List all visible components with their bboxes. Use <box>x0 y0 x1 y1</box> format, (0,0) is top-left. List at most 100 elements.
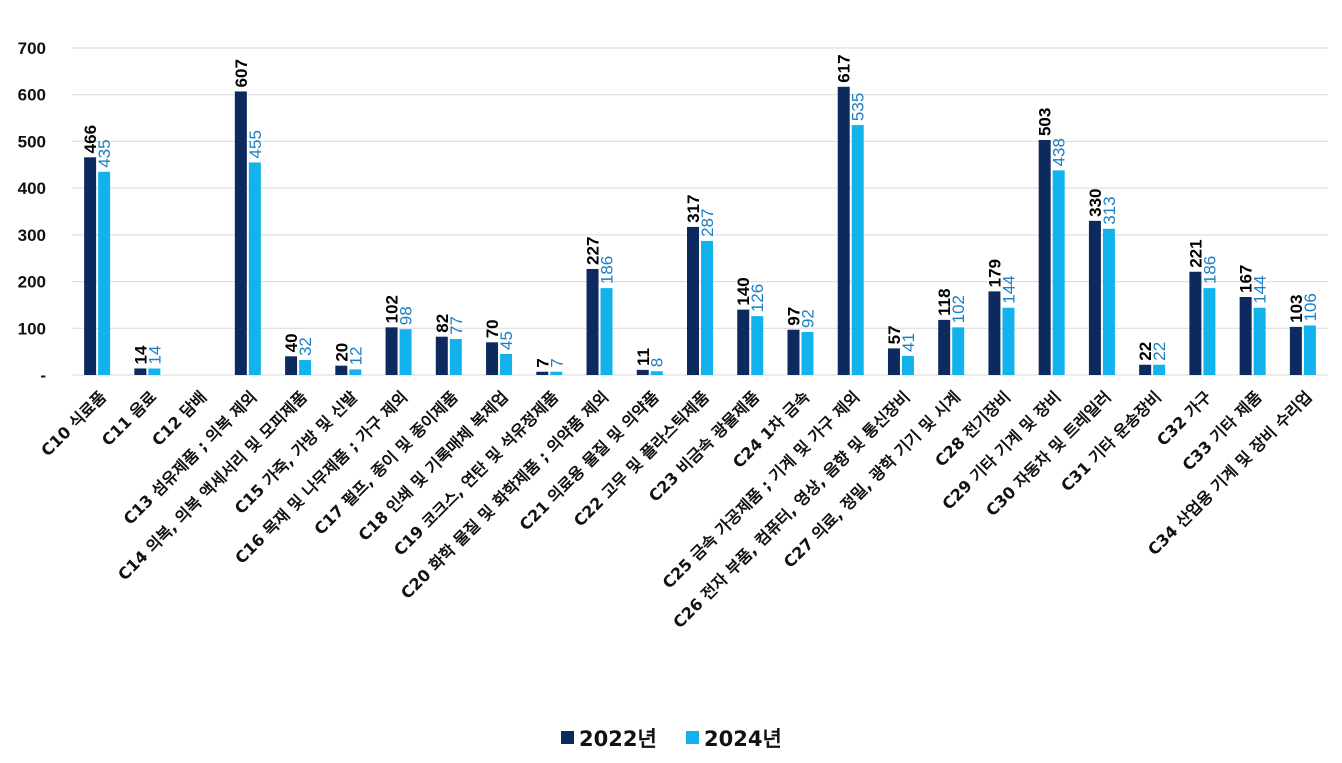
data-label: 607 <box>232 59 251 87</box>
bar-2024 <box>851 125 864 375</box>
bar-2024 <box>248 162 261 375</box>
bar-2024 <box>751 316 764 375</box>
bar-2022 <box>285 356 298 375</box>
bar-2024 <box>98 171 111 375</box>
data-label: 77 <box>447 316 466 335</box>
bar-2022 <box>1289 326 1302 375</box>
bar-2024 <box>449 339 462 375</box>
data-label: 14 <box>145 346 164 365</box>
data-label: 221 <box>1186 239 1205 267</box>
legend-label: 2022년 <box>579 727 657 751</box>
data-label: 287 <box>698 209 717 237</box>
legend-swatch-2022 <box>561 731 574 744</box>
y-axis: - 100 200 300 400 500 600 700 <box>18 39 46 385</box>
data-label: 438 <box>1050 138 1069 166</box>
bar-2024 <box>349 369 362 375</box>
data-label: 22 <box>1136 342 1155 361</box>
data-label: 8 <box>648 358 667 367</box>
bar-2024 <box>1203 288 1216 375</box>
data-label: 317 <box>684 195 703 223</box>
gridlines <box>72 47 1328 376</box>
bar-2022 <box>1189 271 1202 375</box>
y-tick-label: 400 <box>18 179 46 198</box>
data-label: 144 <box>999 275 1018 303</box>
bar-2024 <box>801 332 814 375</box>
data-label: 70 <box>483 319 502 338</box>
data-label: 57 <box>885 325 904 344</box>
bar-2022 <box>988 291 1001 375</box>
data-label: 41 <box>899 333 918 352</box>
data-label: 455 <box>246 130 265 158</box>
bar-2024 <box>901 355 914 375</box>
data-label: 126 <box>748 284 767 312</box>
data-label: 186 <box>1200 256 1219 284</box>
bar-2022 <box>1139 364 1152 375</box>
bar-2024 <box>1153 364 1166 375</box>
data-label: 144 <box>1251 275 1270 303</box>
bar-2024 <box>1253 307 1266 375</box>
data-label: 92 <box>798 309 817 328</box>
bar-2024 <box>1303 325 1316 375</box>
data-label: 313 <box>1100 196 1119 224</box>
x-tick-label: C26 전자 부품, 컴퓨터, 영상, 음향 및 통신장비 <box>669 387 913 631</box>
bar-2024 <box>600 288 613 375</box>
bar-2022 <box>787 329 800 375</box>
bar-2024 <box>1002 307 1015 375</box>
data-label: 617 <box>835 54 854 82</box>
data-label: 98 <box>397 306 416 325</box>
bar-2022 <box>134 368 147 375</box>
legend: 2022년 2024년 <box>561 727 782 751</box>
bar-2024 <box>650 371 663 375</box>
bar-2022 <box>636 369 649 375</box>
data-label: 466 <box>81 125 100 153</box>
bar-2024 <box>1102 228 1115 375</box>
bar-2022 <box>837 86 850 375</box>
bar-2024 <box>1052 170 1065 375</box>
bar-2024 <box>299 360 312 375</box>
data-label: 82 <box>433 314 452 333</box>
legend-label: 2024년 <box>704 727 782 751</box>
bar-2024 <box>399 329 412 375</box>
data-label: 40 <box>282 333 301 352</box>
bar-2022 <box>234 91 247 376</box>
data-label: 330 <box>1086 188 1105 216</box>
bar-2024 <box>550 371 563 375</box>
data-label: 45 <box>497 331 516 350</box>
data-label: 22 <box>1150 342 1169 361</box>
data-label: 14 <box>131 345 150 364</box>
y-tick-label: 600 <box>18 86 46 105</box>
bar-2022 <box>887 348 900 375</box>
y-tick-label: - <box>40 366 46 385</box>
data-label: 167 <box>1237 265 1256 293</box>
data-label: 186 <box>598 256 617 284</box>
y-tick-label: 200 <box>18 273 46 292</box>
data-label: 503 <box>1036 108 1055 136</box>
data-label: 11 <box>634 348 653 366</box>
bar-2022 <box>1239 296 1252 375</box>
bar-2022 <box>435 336 448 375</box>
bar-2024 <box>701 240 713 375</box>
data-label: 7 <box>533 358 552 367</box>
bar-2024 <box>500 353 513 375</box>
data-label: 535 <box>849 93 868 121</box>
data-label: 106 <box>1301 293 1320 321</box>
bar-2022 <box>335 365 348 375</box>
data-label: 227 <box>584 237 603 265</box>
bar-2022 <box>385 327 398 375</box>
bar-2022 <box>687 226 699 375</box>
data-label: 103 <box>1287 295 1306 323</box>
x-tick-label: C10 식료품 <box>37 387 110 460</box>
data-label: 32 <box>296 337 315 356</box>
data-label: 97 <box>784 307 803 326</box>
bar-2022 <box>737 309 750 375</box>
y-tick-label: 500 <box>18 132 46 151</box>
bar-2022 <box>486 342 499 375</box>
data-label: 179 <box>985 259 1004 287</box>
data-label: 12 <box>346 346 365 365</box>
bar-2024 <box>148 368 161 375</box>
bar-2022 <box>1088 220 1101 375</box>
bar-2022 <box>938 319 951 375</box>
